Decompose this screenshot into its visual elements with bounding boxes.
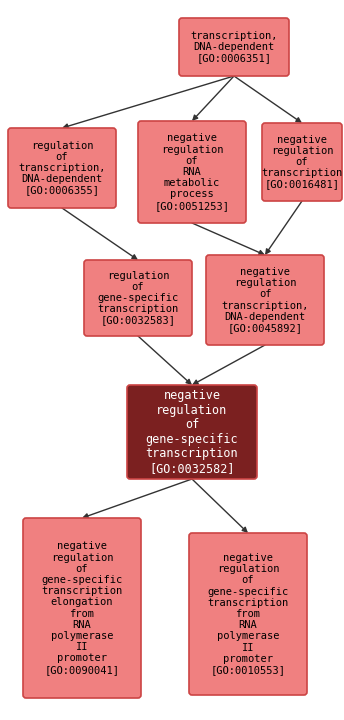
Text: regulation
of
gene-specific
transcription
[GO:0032583]: regulation of gene-specific transcriptio…: [97, 271, 179, 325]
Text: regulation
of
transcription,
DNA-dependent
[GO:0006355]: regulation of transcription, DNA-depende…: [18, 140, 106, 195]
Text: negative
regulation
of
RNA
metabolic
process
[GO:0051253]: negative regulation of RNA metabolic pro…: [154, 133, 229, 210]
FancyBboxPatch shape: [127, 385, 257, 479]
FancyBboxPatch shape: [179, 18, 289, 76]
Text: negative
regulation
of
transcription
[GO:0016481]: negative regulation of transcription [GO…: [261, 135, 343, 189]
FancyBboxPatch shape: [262, 123, 342, 201]
Text: negative
regulation
of
transcription,
DNA-dependent
[GO:0045892]: negative regulation of transcription, DN…: [221, 267, 309, 333]
FancyBboxPatch shape: [206, 255, 324, 345]
Text: negative
regulation
of
gene-specific
transcription
from
RNA
polymerase
II
promot: negative regulation of gene-specific tra…: [207, 553, 289, 675]
Text: negative
regulation
of
gene-specific
transcription
[GO:0032582]: negative regulation of gene-specific tra…: [146, 390, 238, 474]
FancyBboxPatch shape: [23, 518, 141, 698]
FancyBboxPatch shape: [138, 121, 246, 223]
FancyBboxPatch shape: [8, 128, 116, 208]
FancyBboxPatch shape: [189, 533, 307, 695]
Text: transcription,
DNA-dependent
[GO:0006351]: transcription, DNA-dependent [GO:0006351…: [190, 31, 278, 63]
FancyBboxPatch shape: [84, 260, 192, 336]
Text: negative
regulation
of
gene-specific
transcription
elongation
from
RNA
polymeras: negative regulation of gene-specific tra…: [41, 541, 122, 675]
